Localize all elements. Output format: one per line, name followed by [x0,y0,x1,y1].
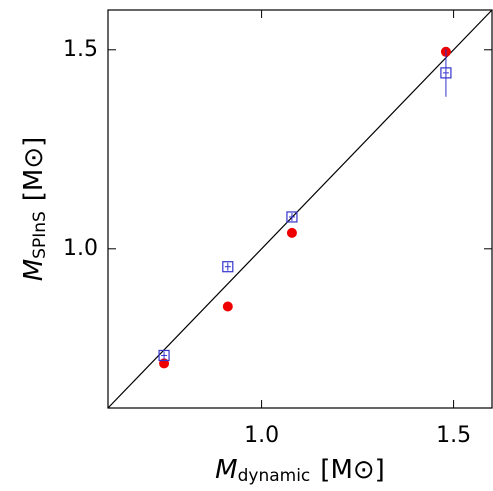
x-label: Mdynamic [M⊙] [215,455,385,487]
label-symbol: M [215,455,237,485]
label-unit: [M⊙] [320,455,385,485]
label-symbol: M [19,259,49,281]
label-subscript: dynamic [238,466,311,486]
plot-frame [107,9,493,409]
y-tick-label: 1.0 [63,236,98,261]
x-tick-label: 1.5 [436,423,471,448]
point [440,67,452,79]
point [158,349,170,362]
label-subscript: SPInS [30,211,50,259]
x-tick-label: 1.0 [244,423,279,448]
y-label: MSPInS [M⊙] [19,137,51,282]
point [286,211,298,223]
point [222,301,233,312]
point [286,227,297,238]
label-unit: [M⊙] [19,137,49,202]
reference-line [107,9,493,409]
point [222,261,234,273]
y-tick-label: 1.5 [63,37,98,62]
